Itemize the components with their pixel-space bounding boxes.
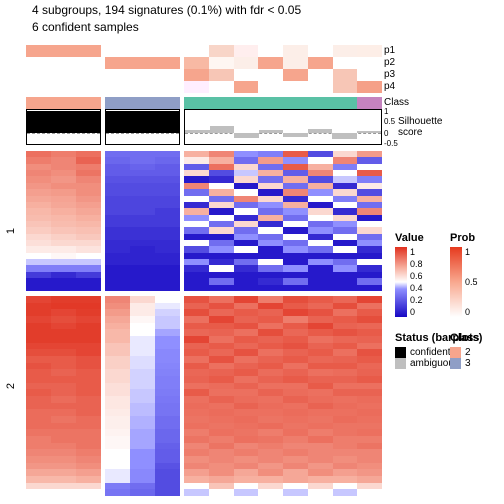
silhouette-tick: -0.5 [384,140,398,148]
anno-row [26,81,101,93]
silhouette-label: Silhouette score [398,116,442,138]
anno-label: p4 [384,81,395,92]
legend-value-title: Value [395,232,424,244]
legend-prob-gradient [450,247,462,317]
anno-row [26,45,101,57]
heatmap-block [105,151,180,291]
anno-row [184,97,382,109]
heatmap-block [184,296,382,496]
title-line1: 4 subgroups, 194 signatures (0.1%) with … [32,3,301,17]
legend-prob: Prob 10.50 [450,232,478,319]
legend-swatch [450,347,461,358]
legend-swatch [395,347,406,358]
class-row [105,97,180,109]
legend-class-title: Class [450,332,479,344]
anno-row [105,81,180,93]
heatmap-block [105,296,180,496]
legend-swatch [450,358,461,369]
silhouette-barplot [105,109,180,145]
anno-row [105,45,180,57]
heatmap-block [184,151,382,291]
legend-class: Class 23 [450,332,479,369]
row-group-label: 2 [5,383,17,389]
heatmap-block [26,296,101,496]
anno-row [26,69,101,81]
silhouette-tick: 0 [384,130,388,138]
legend-swatch [395,358,406,369]
anno-label: p1 [384,45,395,56]
silhouette-barplot [184,109,382,145]
legend-value: Value 10.80.60.40.20 [395,232,424,319]
anno-row [184,57,382,69]
anno-row [26,57,101,69]
anno-row [184,81,382,93]
silhouette-tick: 1 [384,108,388,116]
class-row [26,97,101,109]
legend-prob-title: Prob [450,232,478,244]
legend-prob-ticks: 10.50 [465,247,478,317]
title-line2: 6 confident samples [32,20,139,34]
silhouette-tick: 0.5 [384,118,395,126]
heatmap-block [26,151,101,291]
anno-row [105,69,180,81]
silhouette-barplot [26,109,101,145]
row-group-label: 1 [5,228,17,234]
anno-label: p2 [384,57,395,68]
heatmap-figure [26,45,386,496]
legend-value-gradient [395,247,407,317]
anno-row [184,69,382,81]
legend-value-ticks: 10.80.60.40.20 [410,247,423,317]
anno-row [105,57,180,69]
anno-row [184,45,382,57]
anno-label: p3 [384,69,395,80]
